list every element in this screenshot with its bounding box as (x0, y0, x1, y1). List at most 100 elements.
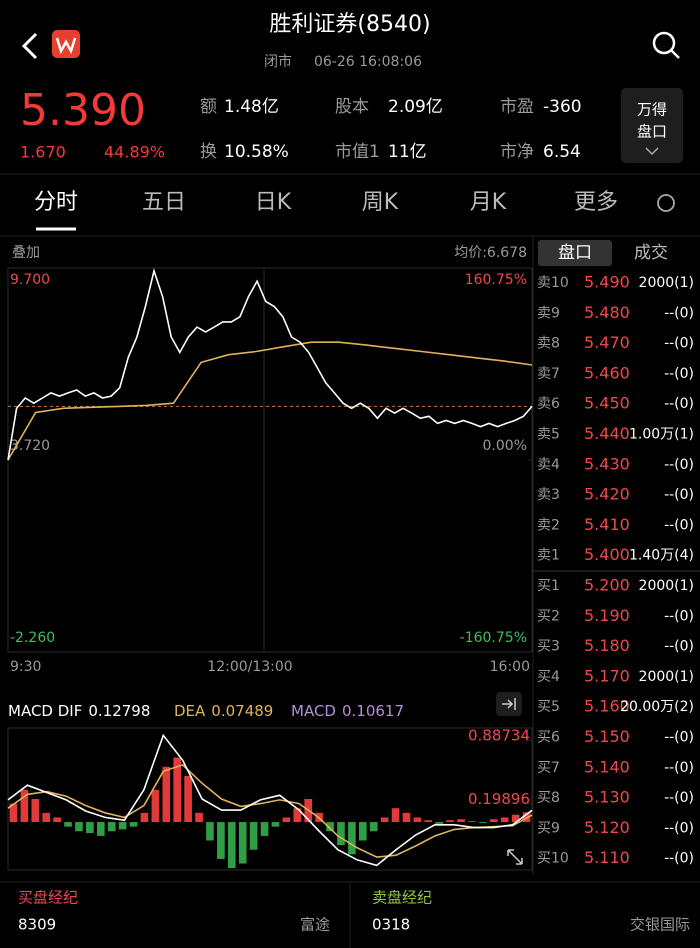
broker-title: 买盘经纪 (18, 889, 78, 907)
book-volume: 1.40万(4) (629, 548, 694, 564)
book-tab-active[interactable] (538, 240, 612, 266)
book-price: 5.400 (584, 545, 630, 564)
macd-bar (468, 821, 476, 823)
legend-name: MACD (291, 702, 336, 720)
book-price: 5.460 (584, 363, 630, 382)
legend-value: 0.07489 (211, 702, 273, 720)
macd-bar (86, 822, 94, 834)
stat-value: 10.58% (224, 142, 289, 162)
app-icon-glyph (55, 37, 77, 55)
y-tick-label: 9.700 (10, 272, 50, 288)
dea-line (7, 763, 533, 858)
macd-bar (238, 822, 247, 864)
book-level: 卖4 (537, 457, 560, 473)
macd-bar (53, 817, 61, 823)
book-volume: --(0) (664, 487, 694, 503)
macd-bar (217, 822, 225, 859)
macd-bar (118, 822, 127, 830)
overlay-button[interactable]: 叠加 (12, 245, 40, 261)
book-price: 5.430 (584, 454, 630, 473)
book-volume: --(0) (664, 790, 694, 806)
fullscreen-icon[interactable] (507, 849, 523, 865)
price-change-pct: 44.89% (104, 143, 165, 162)
y2-tick-label: 0.00% (483, 438, 527, 454)
legend-entry: MACD DIF 0.12798 (8, 702, 150, 720)
stat-label: 市值1 (335, 142, 380, 162)
book-price: 5.450 (584, 394, 630, 413)
book-price: 5.140 (584, 757, 630, 776)
tab[interactable]: 分时 (34, 190, 78, 215)
stat-value: -360 (543, 97, 582, 117)
tab[interactable]: 五日 (142, 190, 186, 215)
book-level: 买7 (537, 760, 560, 776)
book-level: 买5 (537, 699, 560, 715)
tab[interactable]: 周K (362, 190, 399, 215)
price-line (7, 268, 533, 461)
macd-bar (446, 820, 454, 823)
macd-bar (293, 808, 302, 823)
search-handle (670, 49, 680, 59)
macd-bar (337, 822, 345, 846)
book-price: 5.490 (584, 273, 630, 292)
book-volume: --(0) (664, 730, 694, 746)
legend-value: 0.12798 (88, 702, 150, 720)
book-level: 卖8 (537, 336, 560, 352)
macd-bar (358, 822, 367, 841)
book-level: 买2 (537, 608, 560, 624)
book-price: 5.180 (584, 636, 630, 655)
macd-bar (42, 812, 51, 823)
macd-bar (380, 817, 389, 823)
macd-bar (511, 814, 520, 823)
avg-price: 均价:6.678 (454, 245, 527, 261)
search-button[interactable] (652, 31, 676, 55)
book-price: 5.420 (584, 485, 630, 504)
book-level: 卖7 (537, 366, 560, 382)
book-volume: --(0) (664, 457, 694, 473)
book-level: 买6 (537, 730, 560, 746)
settings-button[interactable] (657, 194, 675, 212)
macd-bar (413, 817, 422, 823)
stat-value: 6.54 (543, 142, 581, 162)
macd-bar (489, 819, 498, 823)
stat-label: 市盈 (500, 97, 534, 117)
book-volume: --(0) (664, 366, 694, 382)
broker-title: 卖盘经纪 (372, 889, 432, 907)
last-price: 5.390 (20, 85, 146, 136)
book-tab[interactable]: 盘口 (558, 243, 592, 263)
book-level: 卖2 (537, 517, 560, 533)
macd-bar (206, 822, 214, 841)
macd-bar (9, 803, 18, 823)
tab[interactable]: 日K (255, 190, 292, 215)
book-level: 卖3 (537, 487, 560, 503)
stat-value: 1.48亿 (224, 97, 279, 117)
macd-bar (282, 817, 291, 823)
book-volume: --(0) (664, 608, 694, 624)
tab[interactable]: 月K (470, 190, 507, 215)
dif-line (7, 733, 533, 867)
book-volume: --(0) (664, 396, 694, 412)
legend-entry: MACD 0.10617 (291, 702, 404, 720)
macd-bar (369, 822, 378, 832)
y-tick-label: 0.19896 (468, 790, 530, 808)
macd-bar (227, 822, 236, 869)
book-price: 5.470 (584, 333, 630, 352)
macd-bar (195, 812, 203, 823)
depth-button[interactable] (621, 88, 683, 163)
stat-value: 2.09亿 (388, 97, 443, 117)
macd-bar (500, 817, 509, 823)
tab[interactable]: 更多 (574, 190, 618, 215)
book-price: 5.440 (584, 424, 630, 443)
macd-bar (96, 822, 105, 836)
book-volume: --(0) (664, 820, 694, 836)
book-volume: 20.00万(2) (620, 699, 694, 715)
macd-bar (31, 799, 40, 823)
broker-name: 富途 (300, 916, 330, 934)
x-tick-label: 12:00/13:00 (207, 659, 292, 675)
macd-bar (260, 822, 269, 836)
book-level: 卖6 (537, 396, 560, 412)
book-tab[interactable]: 成交 (634, 243, 668, 263)
back-button[interactable] (21, 32, 38, 60)
book-price: 5.130 (584, 788, 630, 807)
